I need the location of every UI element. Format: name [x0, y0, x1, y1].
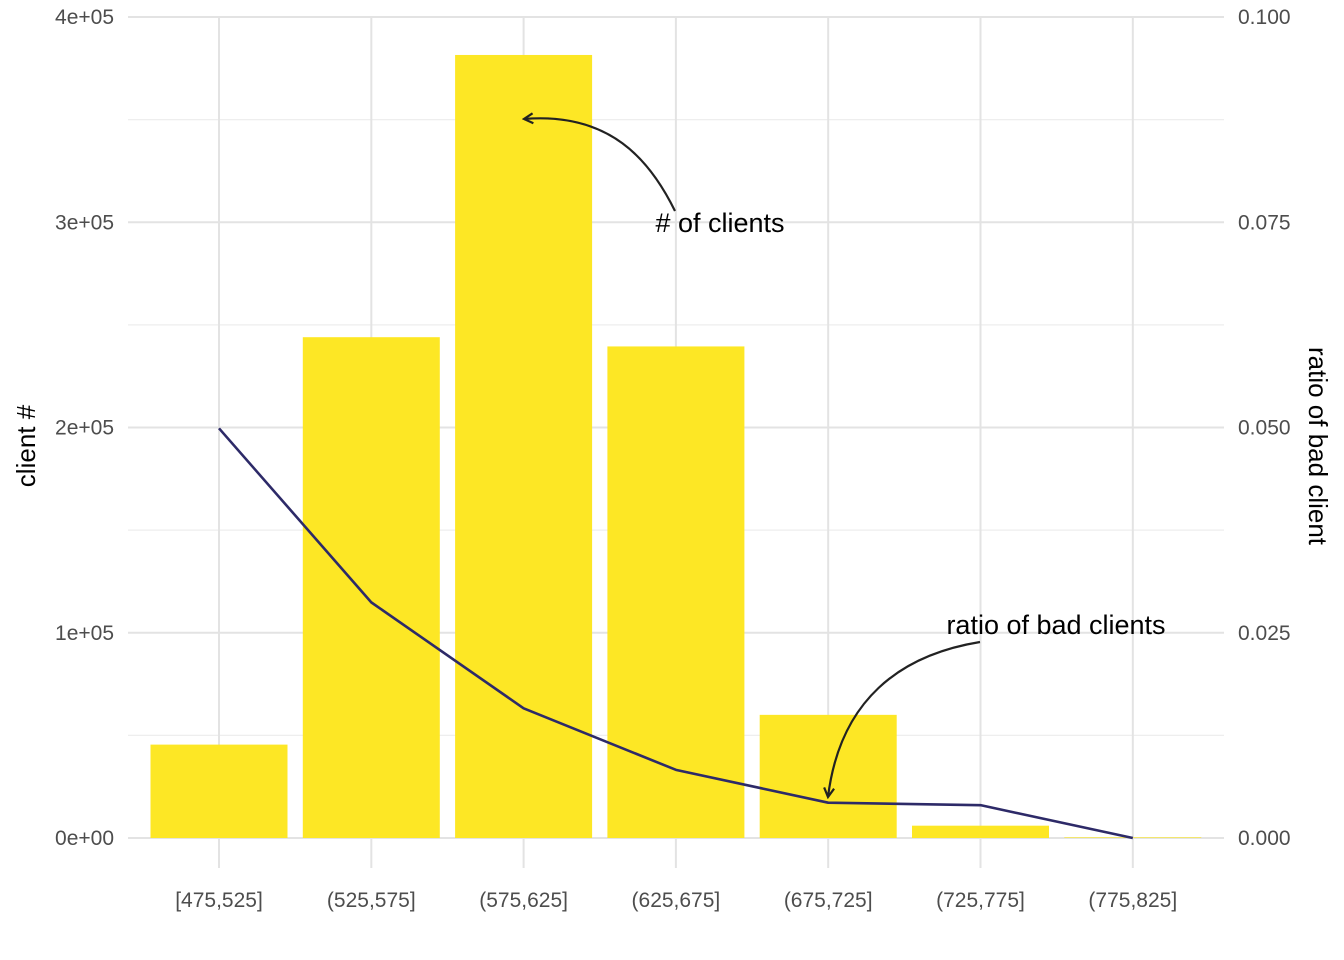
bar: [607, 346, 745, 838]
right-axis-title: ratio of bad client: [1303, 347, 1333, 546]
bar: [150, 744, 288, 838]
bar: [759, 714, 897, 838]
x-axis: [475,525] (525,575] (575,625] (625,675] (675…: [175, 889, 1177, 912]
x-tick-label: (725,775]: [936, 889, 1025, 912]
left-y-axis: 0e+00 1e+05 2e+05 3e+05 4e+05: [55, 6, 114, 850]
right-y-tick-label: 0.050: [1238, 417, 1291, 440]
x-tick-label: (775,825]: [1088, 889, 1177, 912]
ratio-annotation: ratio of bad clients: [946, 610, 1165, 640]
ratio-line: [218, 427, 1134, 840]
right-y-axis: 0.000 0.025 0.050 0.075 0.100: [1238, 6, 1291, 850]
x-tick-label: (625,675]: [632, 889, 721, 912]
ratio-line-layer: [218, 427, 1134, 840]
left-axis-title: client #: [11, 404, 41, 487]
bar: [455, 54, 593, 838]
x-tick-label: (575,625]: [479, 889, 568, 912]
left-y-tick-label: 1e+05: [55, 622, 114, 645]
bar: [302, 337, 440, 838]
right-y-tick-label: 0.000: [1238, 827, 1291, 850]
x-tick-label: (675,725]: [784, 889, 873, 912]
ratio-annotation-arrow: [828, 640, 981, 797]
right-y-tick-label: 0.100: [1238, 6, 1291, 29]
clients-annotation-arrow: [524, 118, 676, 212]
left-y-tick-label: 0e+00: [55, 827, 114, 850]
bar: [912, 825, 1049, 838]
x-tick-label: [475,525]: [175, 889, 263, 912]
x-tick-label: (525,575]: [327, 889, 416, 912]
right-y-tick-label: 0.075: [1238, 211, 1291, 234]
clients-annotation: # of clients: [655, 208, 784, 238]
left-y-tick-label: 4e+05: [55, 6, 114, 29]
left-y-tick-label: 3e+05: [55, 211, 114, 234]
bars: [150, 54, 1202, 838]
left-y-tick-label: 2e+05: [55, 417, 114, 440]
right-y-tick-label: 0.025: [1238, 622, 1291, 645]
